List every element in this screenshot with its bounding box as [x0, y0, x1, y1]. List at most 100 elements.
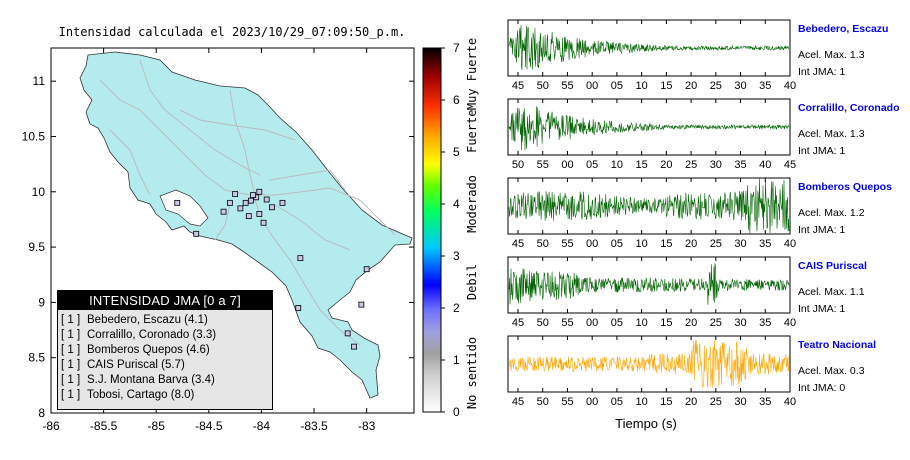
time-tick-label: 05	[611, 317, 623, 329]
time-tick-label: 15	[660, 80, 672, 92]
time-tick-label: 35	[734, 159, 746, 171]
colorbar-ticks: 0 1 2 3 4 5 6 7	[441, 41, 460, 419]
station-name: Bomberos Quepos	[798, 181, 892, 193]
legend-entry: [ 1 ] S.J. Montana Barva (3.4)	[61, 374, 215, 386]
time-tick-label: 20	[685, 396, 697, 408]
time-tick-label: 35	[759, 317, 771, 329]
time-tick-label: 40	[784, 396, 796, 408]
intensity-jma: Int JMA: 1	[798, 145, 845, 157]
station-marker	[263, 196, 270, 203]
time-tick-label: 25	[710, 396, 722, 408]
time-tick-label: 15	[660, 238, 672, 250]
colorbar-category-label: Debil	[465, 264, 479, 300]
station-marker	[279, 199, 286, 206]
gulf-of-nicoya	[159, 189, 209, 227]
y-tick-label: 11	[33, 74, 46, 88]
accel-max: Acel. Max. 1.1	[798, 286, 865, 298]
x-tick-label: -83	[358, 419, 376, 433]
time-tick-label: 45	[784, 159, 796, 171]
colorbar-tick-label: 6	[453, 93, 460, 107]
y-tick-label: 10	[32, 185, 46, 199]
time-tick-label: 55	[561, 317, 573, 329]
time-tick-label: 10	[636, 80, 648, 92]
intensity-legend: INTENSIDAD JMA [0 a 7] [ 1 ] Bebedero, Es…	[57, 290, 273, 410]
station-name: Bebedero, Escazu	[798, 23, 888, 35]
accel-max: Acel. Max. 1.3	[798, 49, 865, 61]
seismogram-panel: 45 50 55 00 05 10 15 20 25 30 35 40 CAIS Puriscal Ace…	[507, 256, 867, 329]
time-tick-label: 50	[537, 238, 549, 250]
station-marker	[232, 191, 239, 197]
road-network	[99, 59, 396, 346]
colorbar-tick-label: 2	[453, 301, 460, 315]
station-marker	[351, 343, 357, 350]
intensity-jma: Int JMA: 1	[798, 224, 845, 236]
station-marker	[220, 208, 227, 215]
time-tick-label: 10	[611, 159, 623, 171]
station-marker	[237, 205, 244, 212]
time-tick-label: 35	[759, 396, 771, 408]
station-marker	[256, 211, 263, 217]
time-tick-label: 05	[586, 159, 598, 171]
colorbar-tick-label: 1	[453, 353, 460, 367]
time-tick-label: 45	[512, 317, 524, 329]
time-tick-label: 10	[636, 317, 648, 329]
time-tick-label: 30	[734, 317, 746, 329]
time-tick-label: 55	[561, 396, 573, 408]
seismogram-panel: 45 50 55 00 05 10 15 20 25 30 35 40 Bomberos Quepos A…	[507, 177, 892, 250]
waveform-trace	[508, 106, 790, 151]
time-tick-label: 30	[710, 159, 722, 171]
time-tick-label: 05	[611, 396, 623, 408]
time-tick-label: 25	[710, 317, 722, 329]
time-tick-label: 50	[537, 317, 549, 329]
time-tick-label: 05	[611, 80, 623, 92]
seismogram-panels: 45 50 55 00 05 10 15 20 25 30 35 40 Bebedero, Escazu…	[507, 19, 900, 408]
intensity-jma: Int JMA: 0	[798, 382, 845, 394]
time-tick-label: 45	[512, 396, 524, 408]
legend-entry: [ 1 ] Bebedero, Escazu (4.1)	[61, 314, 208, 326]
intensity-colorbar	[422, 47, 442, 413]
station-marker	[295, 305, 302, 311]
map-axes: -86 -85.5 -85 -84.5 -84 -83.5 -83 8 8.5 9 9.5 10 10.…	[22, 48, 414, 433]
legend-title: INTENSIDAD JMA [0 a 7]	[58, 291, 272, 310]
time-tick-label: 40	[784, 317, 796, 329]
time-tick-label: 55	[537, 159, 549, 171]
station-marker	[242, 199, 249, 206]
time-tick-label: 55	[561, 238, 573, 250]
time-tick-label: 45	[512, 238, 524, 250]
time-tick-label: 25	[710, 238, 722, 250]
accel-max: Acel. Max. 1.3	[798, 128, 865, 140]
time-tick-label: 25	[685, 159, 697, 171]
station-marker	[363, 266, 370, 273]
station-name: Teatro Nacional	[798, 339, 876, 351]
station-marker	[260, 219, 267, 226]
time-tick-label: 30	[734, 238, 746, 250]
station-marker	[250, 192, 256, 199]
time-tick-label: 20	[685, 80, 697, 92]
y-tick-label: 9.5	[28, 240, 45, 254]
time-tick-label: 45	[512, 80, 524, 92]
x-tick-label: -84.5	[195, 419, 223, 433]
time-tick-label: 00	[586, 238, 598, 250]
station-marker	[248, 197, 254, 204]
x-tick-label: -86	[42, 419, 60, 433]
colorbar-category-label: Muy Fuerte	[465, 38, 479, 110]
time-tick-label: 10	[636, 238, 648, 250]
time-tick-label: 00	[586, 80, 598, 92]
x-axis-label: Tiempo (s)	[615, 416, 677, 431]
time-tick-label: 50	[537, 80, 549, 92]
colorbar-tick-label: 7	[453, 41, 460, 55]
station-name: Corralillo, Coronado	[798, 102, 900, 114]
legend-entry: [ 1 ] Bomberos Quepos (4.6)	[61, 344, 210, 356]
legend-entry: [ 1 ] Tobosi, Cartago (8.0)	[61, 389, 195, 401]
legend-list: [ 1 ] Bebedero, Escazu (4.1) [ 1 ] Corrali…	[58, 313, 272, 403]
time-tick-label: 15	[660, 317, 672, 329]
time-tick-label: 35	[759, 80, 771, 92]
time-tick-label: 35	[759, 238, 771, 250]
station-marker	[193, 230, 200, 237]
station-marker	[256, 188, 263, 195]
station-marker	[269, 204, 275, 211]
waveform-trace	[508, 177, 790, 234]
x-tick-label: -85.5	[90, 419, 118, 433]
